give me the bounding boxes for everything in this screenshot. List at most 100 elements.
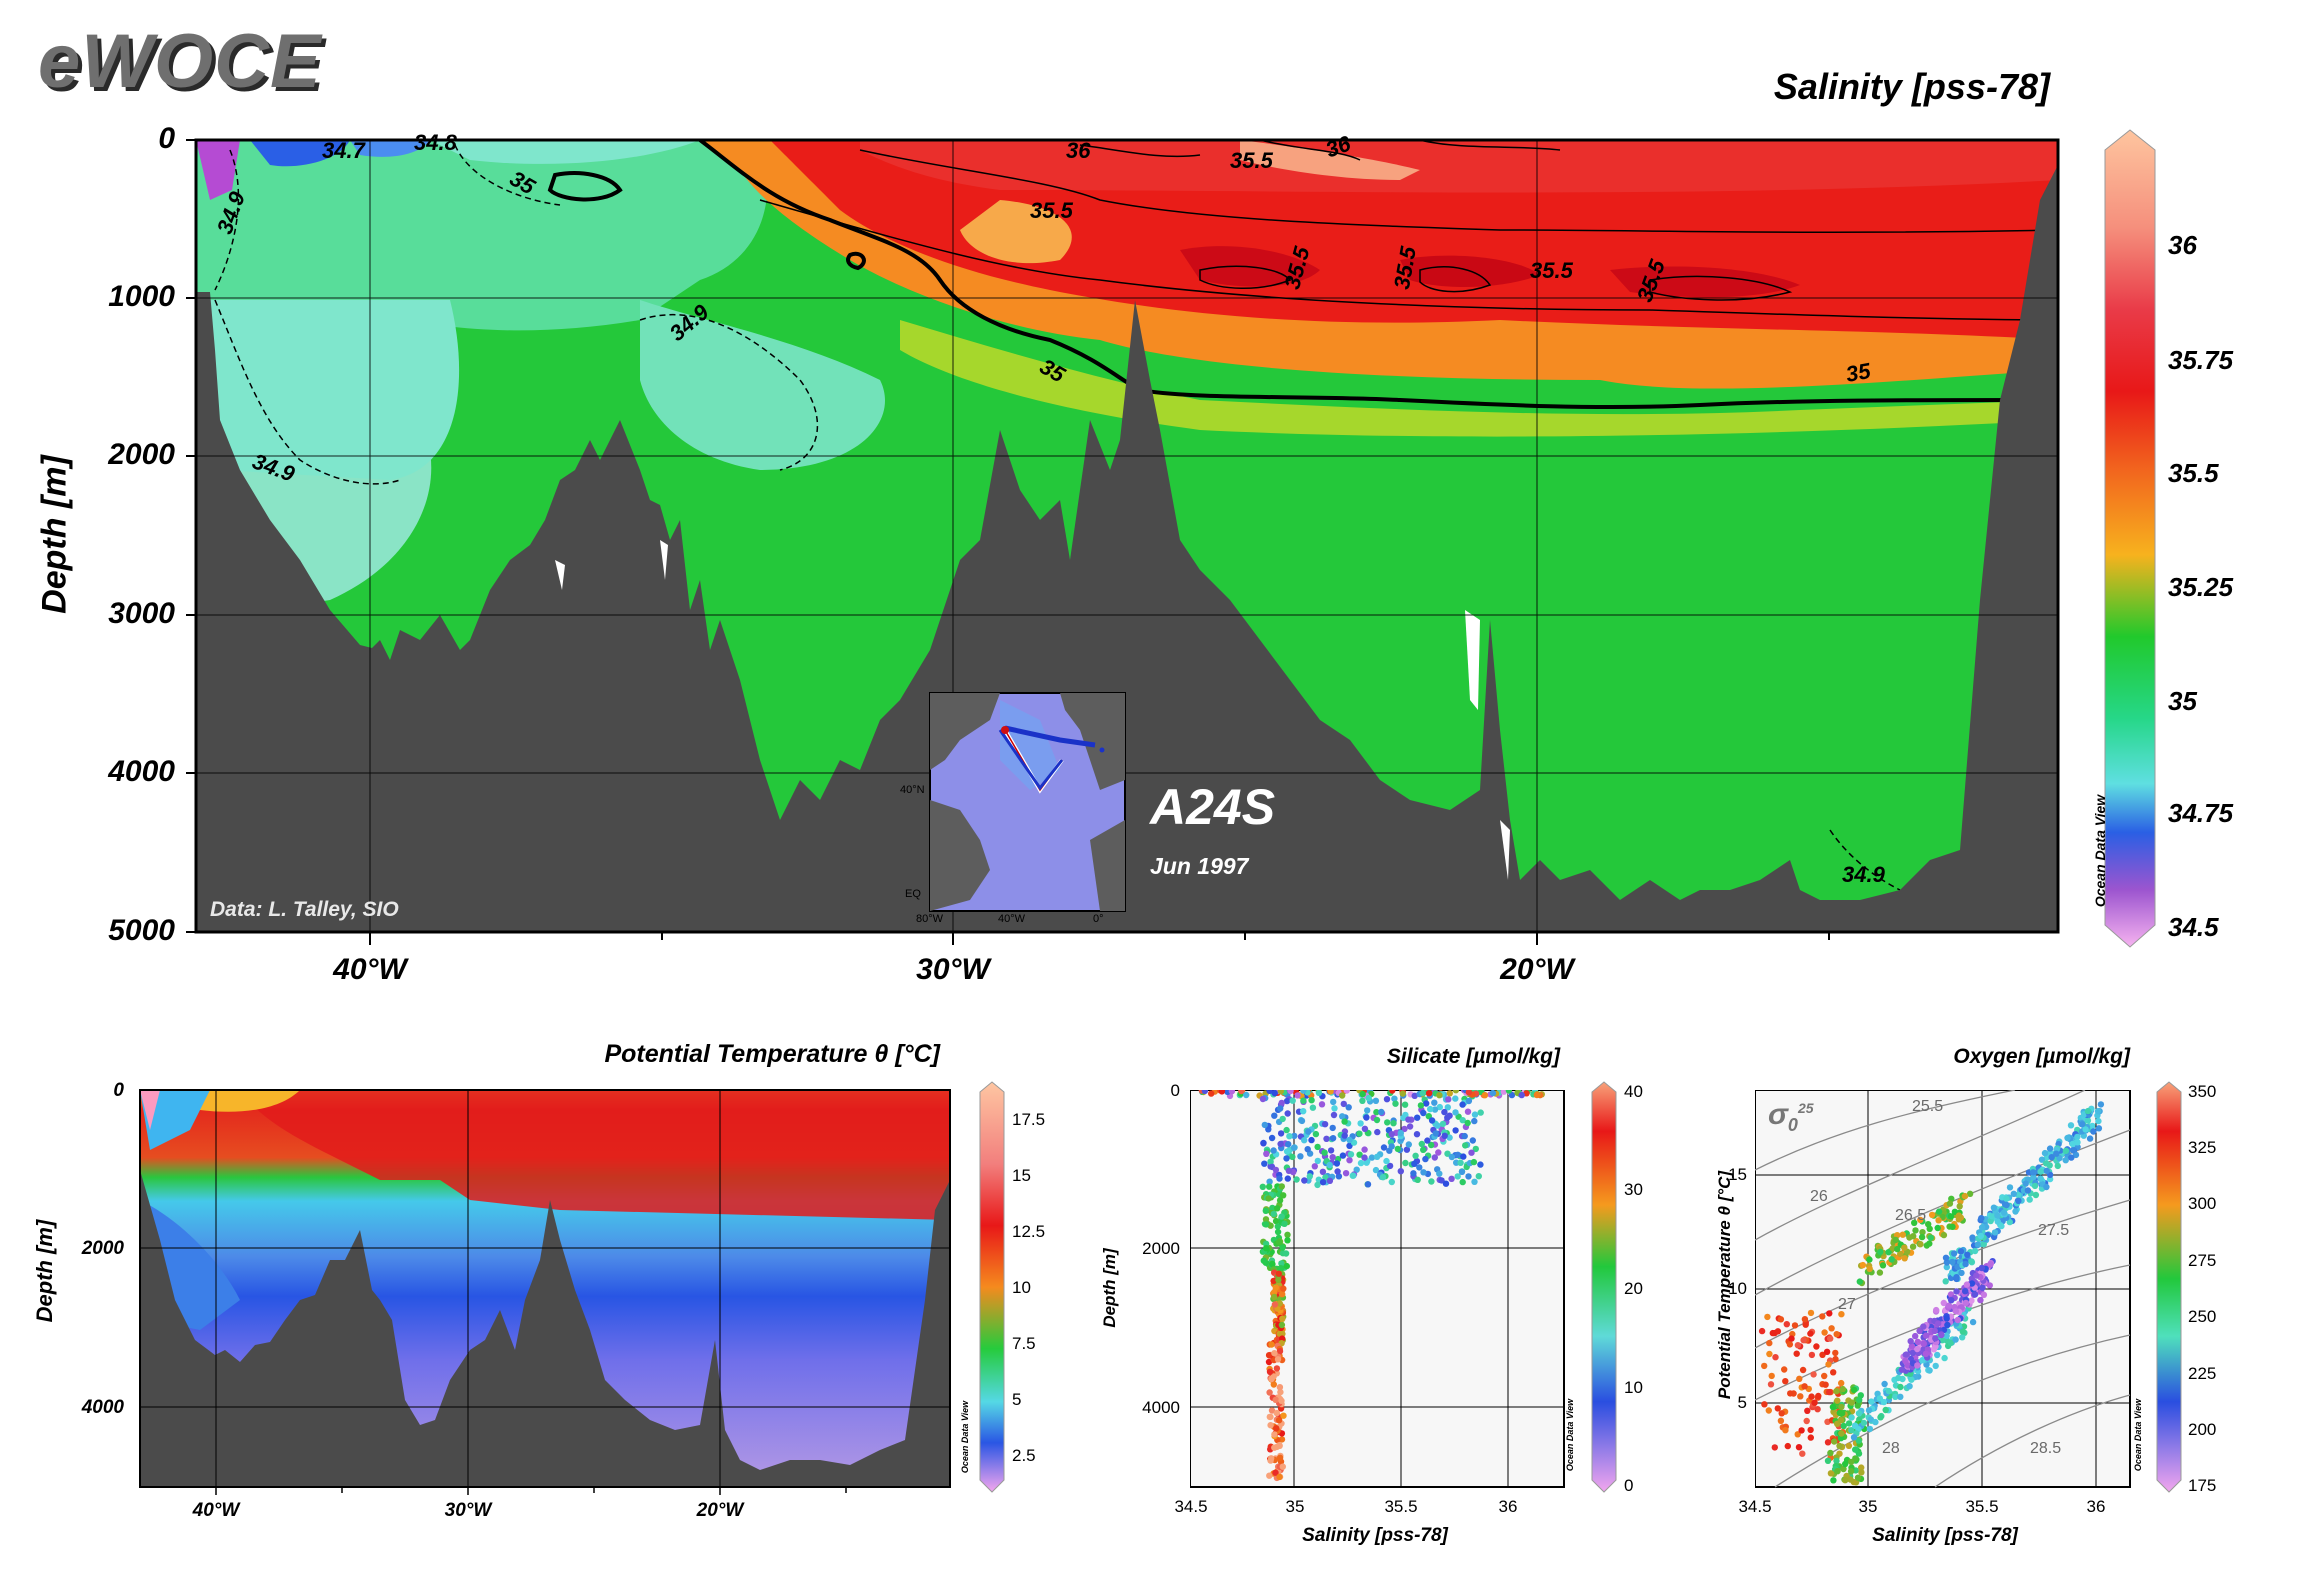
oxygen-point: [1814, 1406, 1821, 1413]
oxygen-point: [1840, 1465, 1847, 1473]
silicate-point: [1273, 1409, 1280, 1417]
sigma-subscript: 0: [1787, 1115, 1798, 1135]
silicate-point: [1346, 1157, 1353, 1164]
oxygen-point: [1877, 1414, 1884, 1421]
main-cbar-tick: 35: [2168, 686, 2197, 716]
silicate-point: [1329, 1154, 1336, 1161]
silicate-point: [1368, 1154, 1376, 1161]
silicate-point: [1441, 1132, 1448, 1139]
oxygen-point: [1932, 1362, 1939, 1370]
silicate-point: [1410, 1170, 1417, 1177]
oxygen-point: [1807, 1330, 1814, 1337]
contour-label: 36: [1066, 138, 1091, 163]
silicate-point: [1279, 1244, 1286, 1251]
isopycnal-label: 27: [1838, 1296, 1856, 1313]
silicate-point: [1319, 1168, 1327, 1175]
oxygen-point: [1971, 1247, 1979, 1255]
silicate-point: [1452, 1090, 1460, 1094]
silicate-point: [1271, 1112, 1278, 1119]
oxygen-point: [1917, 1241, 1924, 1248]
silicate-point: [1275, 1239, 1283, 1246]
silicate-point: [1448, 1153, 1456, 1161]
oxygen-point: [1839, 1385, 1846, 1393]
oxygen-point: [1935, 1217, 1942, 1224]
silicate-point: [1269, 1260, 1276, 1268]
main-ytick-2: 2000: [108, 438, 175, 471]
silicate-point: [1380, 1144, 1388, 1151]
silicate-point: [1452, 1109, 1459, 1116]
silicate-point: [1272, 1217, 1280, 1225]
silicate-point: [1343, 1090, 1350, 1094]
oxygen-point: [1766, 1350, 1773, 1358]
silicate-point: [1436, 1103, 1443, 1111]
silicate-point: [1388, 1143, 1395, 1150]
oxygen-point: [1778, 1410, 1785, 1417]
silicate-point: [1270, 1381, 1277, 1388]
oxygen-point: [2030, 1174, 2037, 1181]
silicate-point: [1349, 1172, 1356, 1179]
oxygen-point: [2043, 1167, 2050, 1174]
oxygen-point: [1866, 1265, 1873, 1272]
oxygen-point: [1962, 1288, 1969, 1295]
silicate-point: [1280, 1192, 1287, 1199]
silicate-point: [1452, 1095, 1459, 1102]
oxygen-odv-label: Ocean Data View: [2133, 1398, 2143, 1472]
oxygen-point: [1919, 1357, 1926, 1364]
silicate-point: [1460, 1153, 1467, 1160]
silicate-point: [1266, 1472, 1273, 1479]
oxygen-point: [2046, 1145, 2054, 1152]
main-ytick-5: 5000: [108, 914, 175, 947]
oxygen-point: [1852, 1446, 1859, 1453]
silicate-point: [1346, 1136, 1353, 1144]
silicate-point: [1361, 1154, 1368, 1161]
silicate-point: [1276, 1442, 1283, 1449]
oxygen-point: [1858, 1469, 1865, 1476]
main-cbar-tick: 34.75: [2168, 798, 2234, 828]
silicate-point: [1444, 1104, 1451, 1111]
oxygen-point: [1768, 1372, 1775, 1380]
oxygen-point: [1912, 1332, 1919, 1340]
silicate-point: [1265, 1352, 1273, 1359]
silicate-point: [1261, 1160, 1268, 1167]
theta-cbar-tick: 5: [1012, 1390, 1022, 1409]
si-cbar-tick: 30: [1624, 1180, 1643, 1199]
si-ytick-0: 0: [1170, 1081, 1180, 1100]
oxygen-point: [1959, 1334, 1966, 1341]
oxygen-point: [1994, 1212, 2001, 1219]
silicate-point: [1422, 1155, 1429, 1163]
silicate-point: [1306, 1173, 1313, 1180]
silicate-point: [1271, 1293, 1278, 1301]
oxygen-point: [2026, 1196, 2033, 1203]
silicate-point: [1346, 1142, 1353, 1149]
oxygen-point: [2006, 1184, 2014, 1191]
silicate-point: [1260, 1257, 1267, 1264]
theta-ytick-2000: 2000: [81, 1238, 124, 1259]
main-cbar-tick: 35.5: [2168, 458, 2219, 488]
oxygen-point: [1991, 1229, 1999, 1236]
silicate-point: [1275, 1270, 1282, 1277]
silicate-point: [1301, 1137, 1308, 1144]
oxygen-point: [1931, 1327, 1938, 1335]
oxygen-point: [1914, 1338, 1922, 1346]
silicate-point: [1277, 1130, 1285, 1137]
silicate-point: [1283, 1148, 1291, 1155]
silicate-point: [1475, 1173, 1482, 1180]
oxygen-point: [1794, 1431, 1801, 1438]
silicate-point: [1279, 1330, 1286, 1338]
silicate-point: [1458, 1168, 1466, 1175]
si-cbar-tick: 10: [1624, 1378, 1643, 1397]
silicate-point: [1471, 1117, 1478, 1125]
silicate-point: [1424, 1137, 1431, 1144]
oxygen-point: [1902, 1357, 1909, 1364]
silicate-point: [1268, 1134, 1276, 1142]
main-ytick-1: 1000: [108, 280, 175, 313]
oxygen-point: [2069, 1140, 2076, 1148]
silicate-point: [1262, 1207, 1269, 1214]
silicate-point: [1390, 1120, 1397, 1127]
oxygen-point: [1821, 1372, 1828, 1380]
ox-ytick-15: 15: [1728, 1165, 1747, 1184]
inset-lon-label: 40°W: [998, 913, 1026, 925]
isopycnal-label: 26: [1810, 1188, 1828, 1205]
ox-xtick: 35.5: [1965, 1497, 1999, 1516]
